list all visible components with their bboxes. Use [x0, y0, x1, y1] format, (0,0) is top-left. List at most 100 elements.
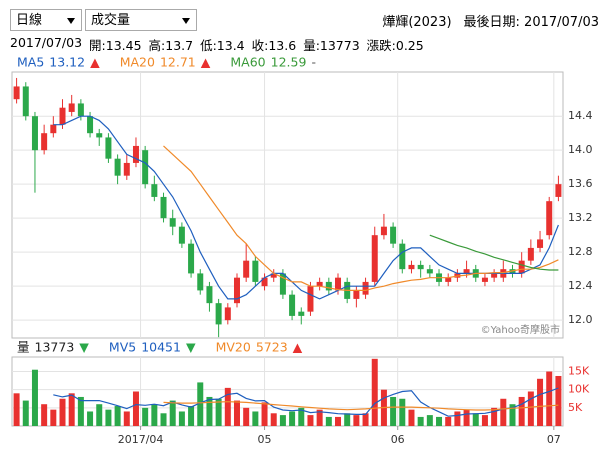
candle-body	[289, 294, 296, 316]
candle-body	[123, 162, 130, 176]
volume-bar	[325, 416, 332, 426]
volume-bar	[279, 415, 286, 426]
volume-bar	[87, 411, 94, 426]
info-item: 量:13773	[303, 38, 360, 53]
candle-body	[261, 277, 268, 287]
volume-bar	[527, 391, 534, 426]
candle-body	[105, 137, 112, 159]
x-tick-label: 2017/04	[118, 433, 164, 446]
volume-bar	[335, 416, 342, 426]
volume-bar	[77, 396, 84, 426]
candle-body	[59, 107, 66, 125]
candle-body	[417, 264, 424, 270]
y-tick-label: 12.0	[568, 313, 593, 326]
volume-bar	[307, 415, 314, 426]
volume-bar	[142, 407, 149, 426]
volume-bar	[160, 413, 167, 426]
indicator-text: 成交量	[91, 13, 131, 28]
candle-body	[380, 226, 387, 236]
y-tick-label: 14.0	[568, 143, 593, 156]
volume-bar	[68, 393, 75, 426]
indicator-select[interactable]: 成交量	[85, 9, 197, 31]
volume-panel	[11, 356, 564, 427]
candle-body	[481, 277, 488, 282]
candle-body	[151, 184, 158, 197]
ma-line	[163, 145, 559, 291]
volume-bar	[50, 409, 57, 426]
volume-bar	[316, 409, 323, 426]
y-tick-label: 10K	[568, 383, 590, 396]
volume-bar	[298, 407, 305, 426]
volume-bar	[408, 409, 415, 426]
candle-body	[399, 243, 406, 270]
candle-body	[555, 184, 562, 197]
stock-name: 燁輝(2023)	[382, 15, 452, 30]
x-tick-label: 05	[258, 433, 272, 446]
volume-bar	[169, 400, 176, 426]
candle-body	[491, 273, 498, 278]
volume-bar	[399, 398, 406, 426]
candle-body	[445, 277, 452, 282]
legend-value: 12.71	[160, 55, 196, 70]
watermark: ©Yahoo奇摩股市	[481, 323, 560, 336]
y-tick-label: 13.6	[568, 177, 593, 190]
candle-body	[279, 273, 286, 295]
candle-body	[169, 218, 176, 227]
legend-value: 5723	[256, 340, 288, 355]
candle-body	[298, 311, 305, 316]
legend-name: MV20	[216, 340, 251, 355]
volume-bar	[463, 409, 470, 426]
ma-line	[163, 401, 559, 411]
candle-body	[87, 116, 94, 134]
info-item: 開:13.45	[89, 38, 142, 53]
volume-bar	[261, 402, 268, 426]
price-plot	[13, 77, 562, 338]
volume-bar	[270, 413, 277, 426]
candle-body	[178, 226, 185, 244]
volume-bar	[362, 413, 369, 426]
candle-body	[426, 269, 433, 274]
volume-bar	[436, 416, 443, 426]
candle-body	[371, 235, 378, 282]
period-select[interactable]: 日線	[10, 9, 82, 31]
volume-bar	[197, 382, 204, 426]
candle-body	[41, 133, 48, 151]
legend-value: 13773	[35, 340, 75, 355]
candle-body	[335, 277, 342, 291]
volume-bar	[353, 415, 360, 426]
candle-body	[114, 158, 121, 176]
candle-body	[132, 145, 139, 163]
volume-bar	[481, 415, 488, 426]
legend-trend: ▼	[79, 340, 89, 355]
price-panel	[11, 71, 564, 339]
volume-bar	[417, 416, 424, 426]
candle-body	[390, 226, 397, 244]
y-tick-label: 14.4	[568, 109, 593, 122]
x-tick-label: 06	[391, 433, 405, 446]
legend-trend: ▲	[201, 55, 211, 70]
candle-body	[408, 264, 415, 270]
volume-bar	[59, 398, 66, 426]
volume-bar	[215, 398, 222, 426]
candle-body	[77, 103, 84, 117]
candle-body	[362, 281, 369, 295]
candle-body	[537, 239, 544, 248]
volume-bar	[426, 415, 433, 426]
candle-body	[31, 116, 38, 151]
header: 燁輝(2023) 最後日期: 2017/07/03	[370, 11, 599, 30]
volume-bar	[96, 404, 103, 426]
volume-bar	[178, 411, 185, 426]
info-item: 2017/07/03	[10, 35, 83, 50]
candle-body	[546, 201, 553, 236]
candle-body	[518, 260, 525, 274]
info-item: 高:13.7	[148, 38, 194, 53]
candle-body	[50, 124, 57, 134]
legend-trend: ▲	[293, 340, 303, 355]
volume-bar	[472, 413, 479, 426]
volume-bar	[289, 411, 296, 426]
candle-body	[527, 247, 534, 261]
last-date: 最後日期: 2017/07/03	[463, 15, 599, 30]
candle-body	[316, 281, 323, 287]
legend-value: 12.59	[271, 55, 307, 70]
